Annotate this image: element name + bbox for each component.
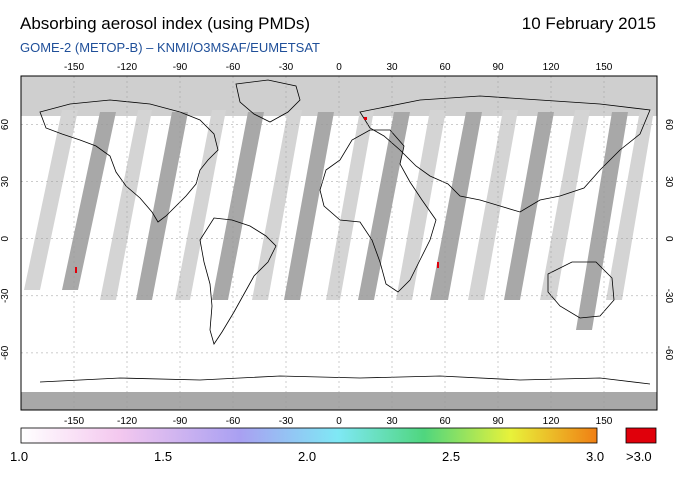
high-aai-pixel-pacific bbox=[75, 267, 77, 273]
lat-tick-right-1: 30 bbox=[663, 176, 674, 188]
lat-tick-right-0: 60 bbox=[663, 119, 674, 131]
dark-swath-3 bbox=[212, 112, 264, 300]
colorbar-label-4: 2.5 bbox=[442, 449, 461, 464]
lat-ticks-left: 60 30 0 -30 -60 bbox=[0, 119, 11, 361]
lon-tick-top-3: -60 bbox=[226, 62, 241, 73]
lon-tick-top-1: -120 bbox=[117, 62, 137, 73]
lon-tick-bottom-8: 90 bbox=[492, 416, 504, 427]
lon-tick-bottom-5: 0 bbox=[336, 416, 342, 427]
lon-ticks-top: -150 -120 -90 -60 -30 0 30 60 90 120 150 bbox=[64, 62, 613, 73]
lon-ticks-bottom: -150 -120 -90 -60 -30 0 30 60 90 120 150 bbox=[64, 416, 613, 427]
lon-tick-top-8: 90 bbox=[492, 62, 504, 73]
lon-tick-top-9: 120 bbox=[543, 62, 560, 73]
lon-tick-bottom-3: -60 bbox=[226, 416, 241, 427]
light-swath-7 bbox=[468, 110, 518, 300]
colorbar-gradient bbox=[20, 427, 598, 444]
dark-swath-1 bbox=[62, 112, 116, 290]
greenland-coast bbox=[235, 79, 301, 123]
dark-swath-6 bbox=[430, 112, 482, 300]
lon-tick-top-7: 60 bbox=[439, 62, 451, 73]
dark-swath-7 bbox=[504, 112, 554, 300]
lon-tick-bottom-1: -120 bbox=[117, 416, 137, 427]
europe-africa-coast bbox=[319, 129, 437, 293]
lon-tick-bottom-10: 150 bbox=[596, 416, 613, 427]
lat-tick-right-2: 0 bbox=[663, 236, 674, 242]
dark-swath-4 bbox=[284, 112, 334, 300]
orbit-swaths bbox=[24, 110, 654, 330]
map-subtitle: GOME-2 (METOP-B) – KNMI/O3MSAF/EUMETSAT bbox=[20, 40, 320, 55]
map-title: Absorbing aerosol index (using PMDs) bbox=[20, 14, 311, 33]
eurasia-coast bbox=[359, 95, 651, 213]
antarctica-coast bbox=[39, 375, 651, 385]
lat-tick-left-1: 30 bbox=[0, 176, 11, 188]
map-frame bbox=[20, 75, 658, 411]
colorbar-over-range-box bbox=[625, 427, 657, 444]
graticule bbox=[21, 76, 657, 410]
lat-tick-right-4: -60 bbox=[663, 346, 674, 361]
map-area bbox=[21, 76, 657, 410]
lat-tick-left-4: -60 bbox=[0, 345, 11, 360]
colorbar-label-3: 2.0 bbox=[298, 449, 317, 464]
high-aai-pixel-madagascar bbox=[437, 262, 439, 268]
colorbar-label-1: 1.0 bbox=[10, 449, 29, 464]
colorbar-label-5: 3.0 bbox=[586, 449, 605, 464]
dark-swath-8 bbox=[576, 112, 628, 330]
light-swath-9 bbox=[606, 110, 654, 300]
light-swath-1 bbox=[24, 110, 78, 290]
lon-tick-top-0: -150 bbox=[64, 62, 84, 73]
lon-tick-top-5: 0 bbox=[336, 62, 342, 73]
australia-coast bbox=[547, 261, 615, 319]
lat-tick-right-3: -30 bbox=[663, 289, 674, 304]
lat-tick-left-0: 60 bbox=[0, 119, 11, 131]
lat-tick-left-2: 0 bbox=[0, 236, 11, 242]
colorbar-label-2: 1.5 bbox=[154, 449, 173, 464]
light-swath-2 bbox=[100, 110, 152, 300]
lon-tick-top-4: -30 bbox=[279, 62, 294, 73]
lon-tick-bottom-0: -150 bbox=[64, 416, 84, 427]
high-aai-pixel-arctic bbox=[364, 117, 367, 120]
light-swath-4 bbox=[252, 110, 302, 300]
aerosol-hotspots bbox=[75, 117, 439, 273]
colorbar-label-6: >3.0 bbox=[626, 449, 652, 464]
light-swath-6 bbox=[396, 110, 446, 300]
lat-tick-left-3: -30 bbox=[0, 288, 11, 303]
lon-tick-bottom-7: 60 bbox=[439, 416, 451, 427]
light-swath-8 bbox=[540, 110, 590, 300]
south-america-coast bbox=[199, 217, 277, 345]
lon-tick-bottom-6: 30 bbox=[386, 416, 398, 427]
light-swath-5 bbox=[326, 110, 374, 300]
lon-tick-bottom-4: -30 bbox=[279, 416, 294, 427]
light-swath-3 bbox=[175, 110, 226, 300]
lon-tick-bottom-2: -90 bbox=[173, 416, 188, 427]
lon-tick-top-6: 30 bbox=[386, 62, 398, 73]
dark-swath-2 bbox=[136, 112, 188, 300]
lat-ticks-right: 60 30 0 -30 -60 bbox=[663, 119, 674, 361]
lon-tick-top-10: 150 bbox=[596, 62, 613, 73]
coastlines bbox=[39, 79, 651, 385]
dark-swath-5 bbox=[358, 112, 410, 300]
lon-tick-top-2: -90 bbox=[173, 62, 188, 73]
lon-tick-bottom-9: 120 bbox=[543, 416, 560, 427]
map-date: 10 February 2015 bbox=[521, 14, 656, 33]
